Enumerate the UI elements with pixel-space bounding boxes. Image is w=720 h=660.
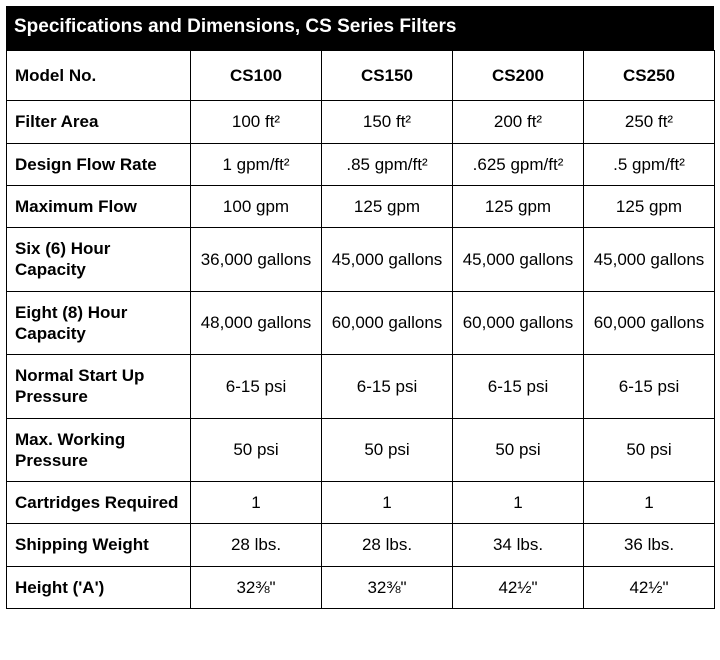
cell: 6-15 psi xyxy=(191,355,322,419)
spec-table: Model No. CS100 CS150 CS200 CS250 Filter… xyxy=(6,50,715,609)
cell: 42½" xyxy=(584,566,715,608)
row-label: Filter Area xyxy=(7,101,191,143)
cell: 100 ft² xyxy=(191,101,322,143)
cell: 60,000 gal­lons xyxy=(584,291,715,355)
table-body: Filter Area100 ft²150 ft²200 ft²250 ft²D… xyxy=(7,101,715,609)
cell: 36,000 gallons xyxy=(191,228,322,292)
col-header: CS250 xyxy=(584,51,715,101)
cell: 28 lbs. xyxy=(191,524,322,566)
table-title: Specifications and Dimensions, CS Series… xyxy=(6,6,714,50)
spec-table-container: Specifications and Dimensions, CS Series… xyxy=(0,0,720,615)
cell: .85 gpm/ft² xyxy=(322,143,453,185)
row-label: Height ('A') xyxy=(7,566,191,608)
cell: 6-15 psi xyxy=(584,355,715,419)
table-row: Maximum Flow100 gpm125 gpm125 gpm125 gpm xyxy=(7,185,715,227)
cell: 150 ft² xyxy=(322,101,453,143)
cell: 1 xyxy=(322,482,453,524)
cell: 32⅜" xyxy=(322,566,453,608)
cell: 125 gpm xyxy=(322,185,453,227)
cell: .625 gpm/ft² xyxy=(453,143,584,185)
cell: 42½" xyxy=(453,566,584,608)
cell: 60,000 gal­lons xyxy=(322,291,453,355)
cell: 34 lbs. xyxy=(453,524,584,566)
row-label: Max. Working Pressure xyxy=(7,418,191,482)
cell: 28 lbs. xyxy=(322,524,453,566)
row-label: Cartridges Required xyxy=(7,482,191,524)
cell: 50 psi xyxy=(584,418,715,482)
cell: 1 xyxy=(584,482,715,524)
table-row: Max. Working Pressure50 psi50 psi50 psi5… xyxy=(7,418,715,482)
row-label: Shipping Weight xyxy=(7,524,191,566)
cell: 60,000 gallons xyxy=(453,291,584,355)
table-row: Six (6) Hour Capacity36,000 gallons45,00… xyxy=(7,228,715,292)
cell: 50 psi xyxy=(191,418,322,482)
table-row: Normal Start Up Pressure6-15 psi6-15 psi… xyxy=(7,355,715,419)
cell: 200 ft² xyxy=(453,101,584,143)
row-label: Six (6) Hour Capacity xyxy=(7,228,191,292)
table-row: Cartridges Required1111 xyxy=(7,482,715,524)
row-label: Maximum Flow xyxy=(7,185,191,227)
cell: 45,000 gal­lons xyxy=(584,228,715,292)
cell: 45,000 gal­lons xyxy=(322,228,453,292)
cell: 250 ft² xyxy=(584,101,715,143)
cell: 1 gpm/ft² xyxy=(191,143,322,185)
cell: 6-15 psi xyxy=(322,355,453,419)
table-row: Shipping Weight28 lbs.28 lbs.34 lbs.36 l… xyxy=(7,524,715,566)
table-row: Height ('A')32⅜"32⅜"42½"42½" xyxy=(7,566,715,608)
cell: 125 gpm xyxy=(453,185,584,227)
cell: 6-15 psi xyxy=(453,355,584,419)
cell: 1 xyxy=(191,482,322,524)
cell: 100 gpm xyxy=(191,185,322,227)
cell: 32⅜" xyxy=(191,566,322,608)
cell: 45,000 gallons xyxy=(453,228,584,292)
cell: .5 gpm/ft² xyxy=(584,143,715,185)
table-row: Filter Area100 ft²150 ft²200 ft²250 ft² xyxy=(7,101,715,143)
col-header: CS100 xyxy=(191,51,322,101)
row-label: Normal Start Up Pressure xyxy=(7,355,191,419)
col-header: CS150 xyxy=(322,51,453,101)
table-row: Eight (8) Hour Capacity48,000 gallons60,… xyxy=(7,291,715,355)
row-label: Design Flow Rate xyxy=(7,143,191,185)
cell: 48,000 gallons xyxy=(191,291,322,355)
cell: 50 psi xyxy=(453,418,584,482)
row-label: Eight (8) Hour Capacity xyxy=(7,291,191,355)
cell: 50 psi xyxy=(322,418,453,482)
cell: 125 gpm xyxy=(584,185,715,227)
cell: 1 xyxy=(453,482,584,524)
header-label: Model No. xyxy=(7,51,191,101)
col-header: CS200 xyxy=(453,51,584,101)
cell: 36 lbs. xyxy=(584,524,715,566)
header-row: Model No. CS100 CS150 CS200 CS250 xyxy=(7,51,715,101)
table-row: Design Flow Rate1 gpm/ft².85 gpm/ft².625… xyxy=(7,143,715,185)
